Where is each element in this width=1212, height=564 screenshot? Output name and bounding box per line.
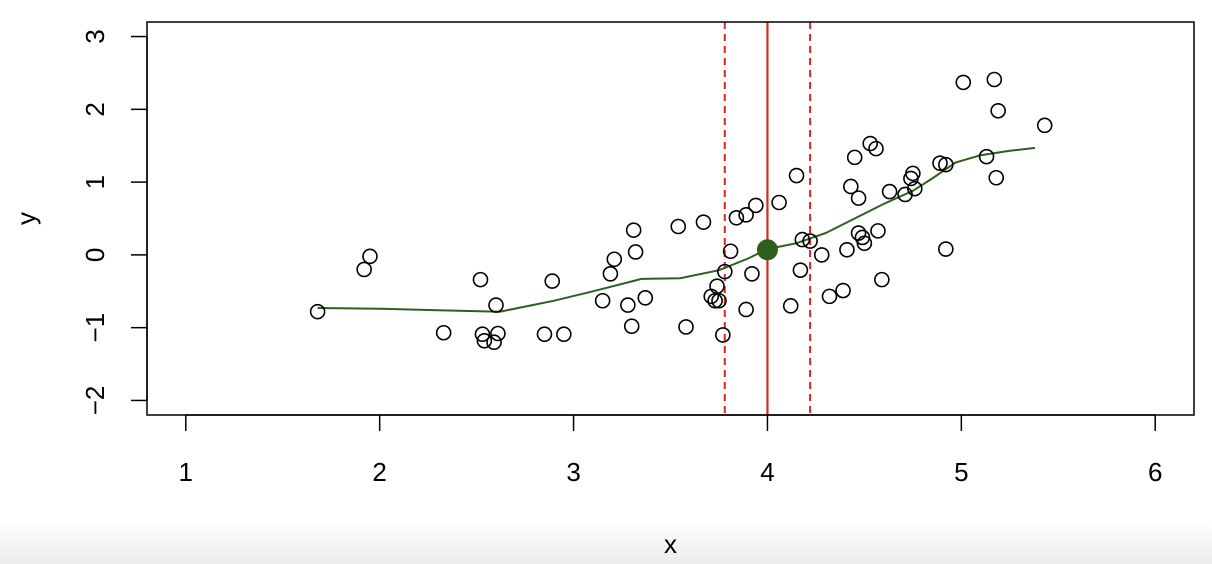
y-tick-label: 0 <box>80 248 110 262</box>
data-point <box>906 180 923 197</box>
data-point <box>474 326 491 343</box>
bottom-shadow <box>0 520 1212 564</box>
data-point <box>356 261 372 278</box>
x-tick-label: 5 <box>954 457 968 487</box>
window-lines <box>723 22 812 415</box>
data-point <box>711 292 727 309</box>
data-point <box>623 318 640 335</box>
data-point <box>476 332 493 349</box>
data-point <box>678 319 694 335</box>
x-axis: 1 2 3 4 5 6 <box>179 414 1162 487</box>
data-point <box>881 183 898 200</box>
x-tick-label: 1 <box>179 457 193 487</box>
y-tick-label: 1 <box>80 175 110 189</box>
data-point <box>728 209 745 226</box>
data-point <box>544 273 561 289</box>
y-axis-label: y <box>11 212 41 225</box>
data-point <box>715 327 731 343</box>
data-point <box>835 282 851 299</box>
data-point <box>938 156 954 173</box>
y-tick-label: 2 <box>80 102 110 116</box>
focal-point-layer <box>756 239 778 261</box>
data-point <box>472 271 489 288</box>
data-point <box>802 233 818 249</box>
y-tick-label: 3 <box>80 29 110 43</box>
plot-frame <box>146 21 1195 416</box>
x-tick-label: 6 <box>1148 457 1162 487</box>
data-point <box>738 207 754 223</box>
data-point <box>978 148 995 165</box>
data-point <box>709 278 725 294</box>
data-point <box>637 290 654 306</box>
data-point <box>362 248 378 265</box>
data-point <box>792 262 809 278</box>
data-point <box>868 140 884 157</box>
data-point <box>488 297 504 313</box>
data-point <box>606 251 623 268</box>
data-point <box>938 241 954 257</box>
data-point <box>722 243 739 260</box>
data-point <box>794 231 811 248</box>
data-point <box>490 325 506 342</box>
data-point <box>716 263 733 280</box>
data-point <box>536 326 553 343</box>
data-point <box>625 222 642 238</box>
data-point <box>695 214 712 230</box>
data-point <box>955 74 972 91</box>
data-point <box>986 71 1003 88</box>
data-point <box>862 135 879 152</box>
data-point <box>850 190 867 206</box>
data-point <box>990 102 1006 119</box>
y-axis: −2 −1 0 1 2 3 <box>80 29 148 416</box>
smooth-curve <box>317 146 1036 313</box>
data-point <box>870 223 886 239</box>
data-point <box>309 303 326 320</box>
data-point <box>782 298 799 314</box>
data-point <box>738 301 754 318</box>
data-point <box>602 266 619 282</box>
smooth-curve-layer <box>317 146 1036 313</box>
x-tick-label: 3 <box>566 457 580 487</box>
data-point <box>932 155 948 171</box>
data-point <box>486 334 502 351</box>
data-point <box>843 178 859 195</box>
points-layer <box>309 71 1053 351</box>
data-point <box>874 271 890 288</box>
data-point <box>744 266 760 282</box>
y-tick-label: −1 <box>80 313 110 343</box>
data-point <box>988 169 1005 186</box>
x-tick-label: 4 <box>760 457 774 487</box>
data-point <box>813 247 830 263</box>
x-axis-label: x <box>664 529 677 559</box>
data-point <box>594 292 611 309</box>
data-point <box>435 324 452 341</box>
data-point <box>821 288 838 305</box>
data-point <box>556 326 572 343</box>
data-point <box>670 218 687 235</box>
data-point <box>748 197 764 214</box>
data-point <box>1036 117 1053 134</box>
data-point <box>627 244 644 260</box>
data-point <box>788 167 805 184</box>
y-tick-label: −2 <box>80 386 110 416</box>
data-point <box>846 149 863 166</box>
data-point <box>850 225 867 241</box>
x-tick-label: 2 <box>372 457 386 487</box>
data-point <box>707 292 723 309</box>
data-point <box>905 165 921 182</box>
focal-point <box>756 239 778 261</box>
data-point <box>771 194 787 211</box>
data-point <box>620 297 636 313</box>
data-point <box>856 235 873 252</box>
data-point <box>839 241 855 258</box>
